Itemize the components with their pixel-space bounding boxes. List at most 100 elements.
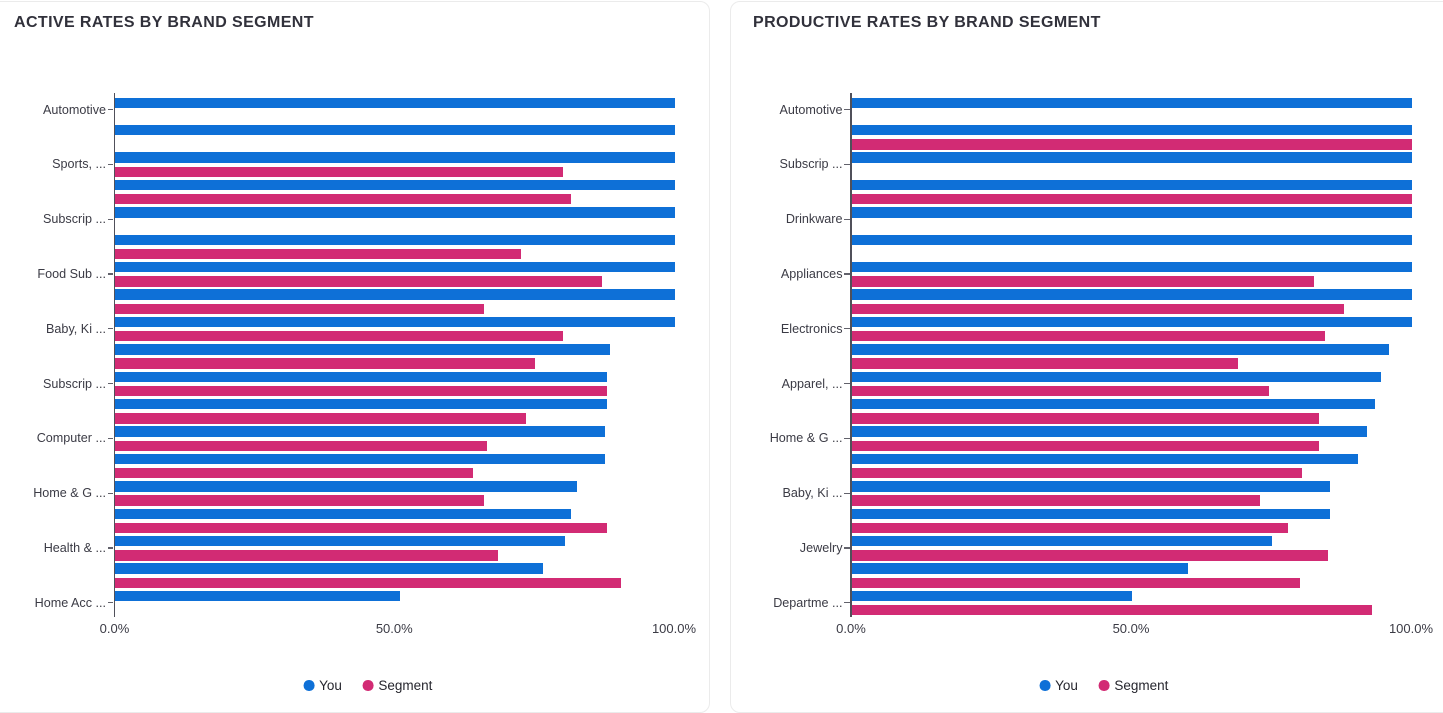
bar-segment[interactable] xyxy=(115,467,474,479)
bar-segment[interactable] xyxy=(115,522,608,534)
bar-you[interactable] xyxy=(115,344,611,355)
bar-you[interactable] xyxy=(851,316,1412,328)
bar-you[interactable] xyxy=(851,590,1132,602)
bar-you[interactable] xyxy=(115,426,605,437)
legend-item-label: Segment xyxy=(378,678,433,693)
category-tick-mark xyxy=(107,328,113,330)
category-tick-mark xyxy=(844,163,850,165)
category-tick-mark xyxy=(107,547,113,549)
bar-you[interactable] xyxy=(851,152,1412,163)
bar-segment[interactable] xyxy=(115,413,527,424)
category-label: Subscrip ... xyxy=(43,212,106,227)
bar-you[interactable] xyxy=(115,563,544,574)
legend-item-segment[interactable]: Segment xyxy=(362,678,433,693)
category-label: Baby, Ki ... xyxy=(782,486,843,501)
bar-segment[interactable] xyxy=(851,467,1303,479)
bar-segment[interactable] xyxy=(851,440,1320,452)
bar-segment[interactable] xyxy=(115,248,521,260)
bar-segment[interactable] xyxy=(115,276,602,287)
category-label: Food Sub ... xyxy=(37,267,106,281)
bar-you[interactable] xyxy=(115,316,675,328)
category-label: Subscrip ... xyxy=(43,376,106,391)
bar-segment[interactable] xyxy=(115,166,563,178)
bar-segment[interactable] xyxy=(115,550,499,561)
category-label: Computer ... xyxy=(36,431,106,446)
bar-segment[interactable] xyxy=(851,413,1320,424)
bar-segment[interactable] xyxy=(851,550,1328,561)
bar-you[interactable] xyxy=(115,97,675,109)
bar-segment[interactable] xyxy=(115,440,488,452)
bar-you[interactable] xyxy=(851,398,1376,410)
category-label: Sports, ... xyxy=(52,157,106,172)
bar-you[interactable] xyxy=(851,207,1412,218)
bar-segment[interactable] xyxy=(851,577,1300,589)
bar-you[interactable] xyxy=(115,453,605,465)
bar-you[interactable] xyxy=(851,426,1367,437)
bar-segment[interactable] xyxy=(851,139,1412,150)
bar-segment[interactable] xyxy=(851,193,1412,205)
bar-segment[interactable] xyxy=(115,495,485,506)
you-legend-dot-icon xyxy=(303,680,315,691)
bar-segment[interactable] xyxy=(851,358,1238,369)
bar-you[interactable] xyxy=(851,453,1359,465)
legend-item-segment[interactable]: Segment xyxy=(1098,678,1168,693)
bar-you[interactable] xyxy=(115,371,608,383)
category-tick-mark xyxy=(107,109,113,111)
bar-you[interactable] xyxy=(115,234,675,246)
category-label: Automotive xyxy=(43,102,106,117)
you-legend-dot-icon xyxy=(1039,680,1051,691)
bar-segment[interactable] xyxy=(851,604,1373,616)
bar-segment[interactable] xyxy=(851,330,1325,342)
bar-segment[interactable] xyxy=(115,385,608,397)
bar-segment[interactable] xyxy=(851,495,1261,506)
bar-segment[interactable] xyxy=(851,522,1289,534)
y-axis-line xyxy=(850,93,852,617)
bar-you[interactable] xyxy=(851,535,1272,547)
bar-segment[interactable] xyxy=(851,276,1314,287)
bar-you[interactable] xyxy=(851,234,1412,246)
bar-you[interactable] xyxy=(851,179,1412,191)
bar-you[interactable] xyxy=(851,124,1412,136)
bar-you[interactable] xyxy=(851,508,1331,520)
bar-you[interactable] xyxy=(115,261,675,273)
page-title: ACTIVE RATES BY BRAND SEGMENT xyxy=(14,14,314,31)
bar-you[interactable] xyxy=(851,371,1381,383)
bar-you[interactable] xyxy=(115,124,675,136)
segment-legend-dot-icon xyxy=(1098,680,1110,691)
bar-segment[interactable] xyxy=(851,303,1345,315)
category-label: Jewelry xyxy=(799,541,843,555)
bar-you[interactable] xyxy=(115,207,675,218)
x-axis-tick-label: 100.0% xyxy=(1388,621,1434,636)
bar-you[interactable] xyxy=(851,481,1331,492)
legend-item-label: You xyxy=(1055,678,1078,693)
bar-you[interactable] xyxy=(851,261,1412,273)
bar-you[interactable] xyxy=(115,590,401,602)
bar-you[interactable] xyxy=(115,535,566,547)
legend-item-you[interactable]: You xyxy=(1039,678,1078,693)
bar-segment[interactable] xyxy=(115,330,563,342)
bar-you[interactable] xyxy=(115,508,571,520)
bar-you[interactable] xyxy=(115,289,675,300)
legend-item-you[interactable]: You xyxy=(303,678,342,693)
legend: You Segment xyxy=(303,678,433,693)
bar-you[interactable] xyxy=(115,152,675,163)
segment-legend-dot-icon xyxy=(362,680,374,691)
category-tick-mark xyxy=(844,383,850,385)
bar-you[interactable] xyxy=(115,179,675,191)
bar-segment[interactable] xyxy=(851,385,1269,397)
bar-you[interactable] xyxy=(851,344,1390,355)
bar-segment[interactable] xyxy=(115,577,622,589)
category-label: Electronics xyxy=(780,321,843,336)
bar-segment[interactable] xyxy=(115,193,571,205)
bar-you[interactable] xyxy=(115,398,608,410)
bar-segment[interactable] xyxy=(115,303,485,315)
bar-you[interactable] xyxy=(115,481,577,492)
category-tick-mark xyxy=(107,218,113,220)
category-tick-mark xyxy=(844,602,850,604)
bar-you[interactable] xyxy=(851,97,1412,109)
category-tick-mark xyxy=(844,273,850,275)
x-axis-tick-label: 0.0% xyxy=(99,621,130,636)
bar-segment[interactable] xyxy=(115,358,535,369)
bar-you[interactable] xyxy=(851,289,1412,300)
bar-you[interactable] xyxy=(851,563,1188,574)
